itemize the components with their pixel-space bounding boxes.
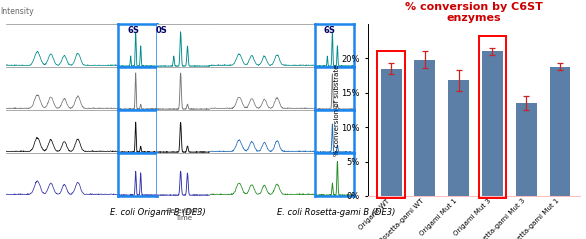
Text: Retention
Time: Retention Time [166,208,200,221]
Bar [479,36,506,198]
Bar [377,51,405,198]
Text: Intensity: Intensity [0,7,34,16]
Text: Mut 1: Mut 1 [214,127,236,136]
Text: Mut 3: Mut 3 [214,170,236,179]
Bar [482,51,503,196]
Bar [550,67,571,196]
Bar [414,60,435,196]
Bar [448,80,469,196]
Text: E. coli Rosetta-gami B (DE3): E. coli Rosetta-gami B (DE3) [277,208,395,217]
Title: % conversion by C6ST
enzymes: % conversion by C6ST enzymes [405,1,543,23]
Bar [516,103,537,196]
Text: E. coli Origami B (DE3): E. coli Origami B (DE3) [110,208,206,217]
Text: WT
C6ST: WT C6ST [214,79,233,98]
Text: STD: STD [214,41,229,50]
Y-axis label: % conversion of substrate: % conversion of substrate [334,64,340,156]
Text: 6S: 6S [323,26,336,35]
Text: 0S: 0S [155,26,167,35]
Bar [381,69,401,196]
Text: 6S: 6S [127,26,139,35]
